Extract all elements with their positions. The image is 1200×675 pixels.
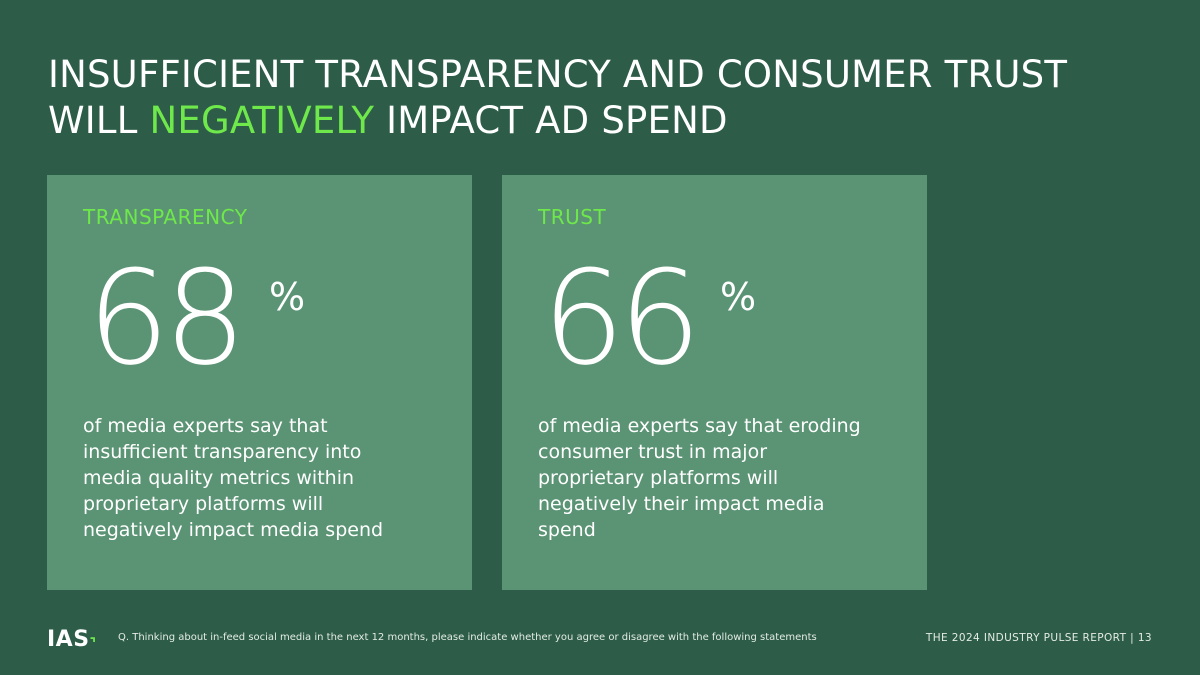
transparency-label: TRANSPARENCY <box>83 205 248 229</box>
trust-stat-unit: % <box>720 275 757 319</box>
title-highlight: NEGATIVELY <box>149 99 375 142</box>
survey-question: Q. Thinking about in-feed social media i… <box>118 632 817 643</box>
transparency-stat-unit: % <box>269 275 306 319</box>
transparency-description: of media experts say that insufficient t… <box>83 415 384 541</box>
report-title-page-number: THE 2024 INDUSTRY PULSE REPORT | 13 <box>925 632 1152 644</box>
ias-logo: IAS⌝ <box>47 627 97 652</box>
title-line-1: INSUFFICIENT TRANSPARENCY AND CONSUMER T… <box>48 53 1068 96</box>
trust-card: TRUST 66 % of media experts say that ero… <box>502 175 927 590</box>
transparency-stat-value: 68 <box>87 242 246 394</box>
title-line-2-pre: WILL <box>48 99 150 142</box>
logo-text: IAS <box>47 627 90 652</box>
transparency-card: TRANSPARENCY 68 % of media experts say t… <box>47 175 472 590</box>
title-line-2-post: IMPACT AD SPEND <box>374 99 728 142</box>
logo-arrow-icon: ⌝ <box>89 636 97 652</box>
trust-description: of media experts say that eroding consum… <box>538 415 861 541</box>
page-title: INSUFFICIENT TRANSPARENCY AND CONSUMER T… <box>48 52 1148 144</box>
trust-label: TRUST <box>538 205 607 229</box>
trust-stat-value: 66 <box>542 242 701 394</box>
